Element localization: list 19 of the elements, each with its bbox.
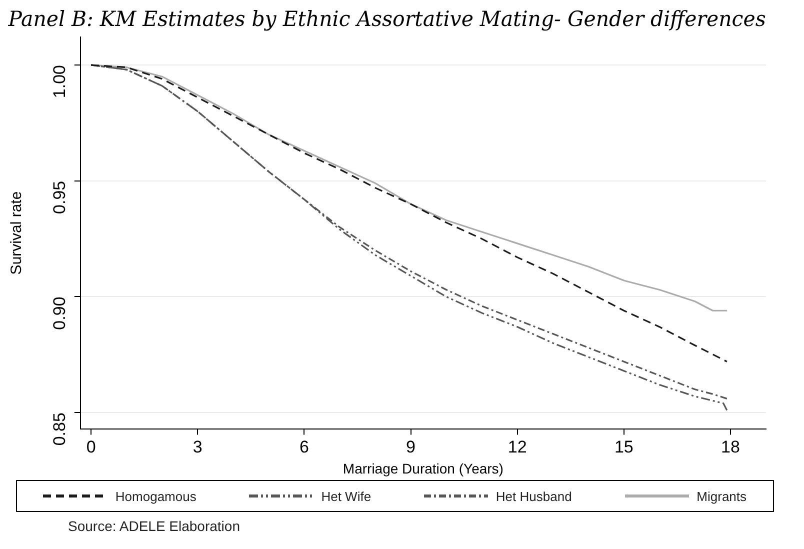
legend-label: Het Husband <box>496 488 572 504</box>
chart-title: Panel B: KM Estimates by Ethnic Assortative Mating- Gender differences <box>7 6 766 32</box>
legend-label: Het Wife <box>321 488 372 504</box>
x-tick-label: 9 <box>406 438 416 457</box>
x-tick-label: 15 <box>614 438 634 457</box>
y-tick-label: 0.85 <box>50 412 70 446</box>
x-axis-title: Marriage Duration (Years) <box>342 460 504 476</box>
x-tick-label: 6 <box>299 438 309 457</box>
y-tick-label: 0.90 <box>50 296 70 330</box>
x-tick-label: 0 <box>86 438 96 457</box>
legend-label: Migrants <box>696 488 747 504</box>
y-axis-title: Survival rate <box>8 191 26 275</box>
x-tick-label: 3 <box>192 438 202 457</box>
source-note: Source: ADELE Elaboration <box>68 518 241 534</box>
y-tick-label: 0.95 <box>50 180 70 214</box>
x-tick-label: 12 <box>508 438 527 457</box>
legend-label: Homogamous <box>115 488 196 504</box>
x-tick-label: 18 <box>721 438 740 457</box>
y-tick-label: 1.00 <box>50 65 70 98</box>
